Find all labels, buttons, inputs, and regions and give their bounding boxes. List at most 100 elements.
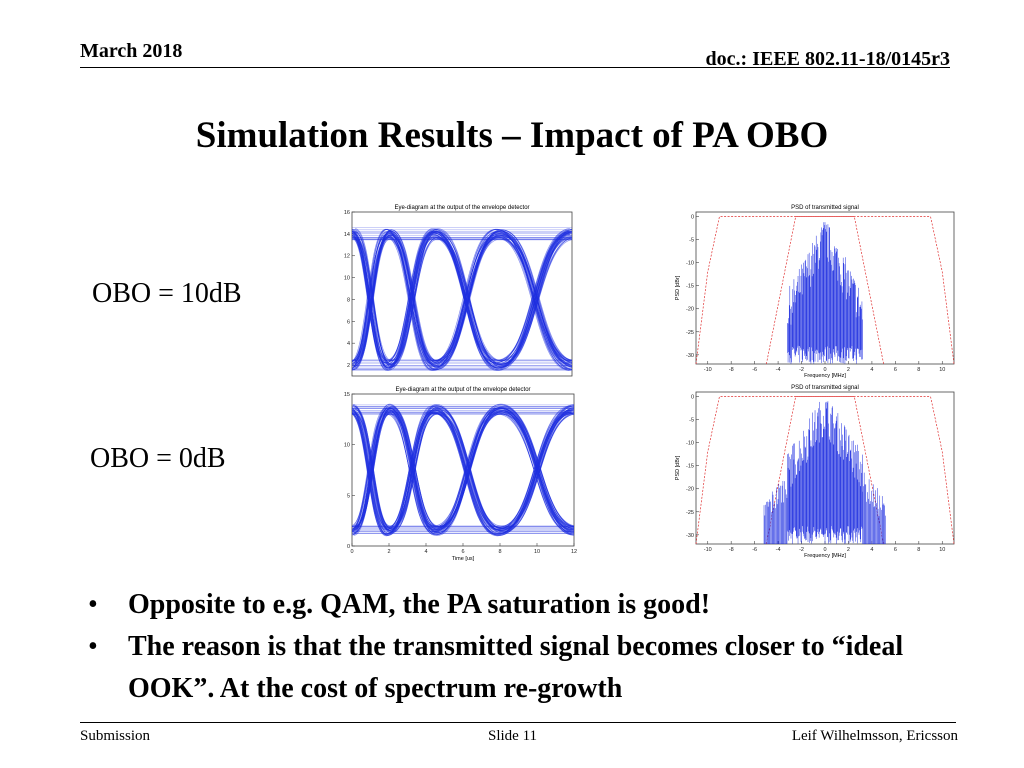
tick-label: 0 [691,395,694,401]
chart-title: PSD of transmitted signal [791,385,859,391]
tick-label: 2 [847,367,850,373]
psd-trace [763,401,886,544]
y-axis-label: PSD [dBr] [675,275,681,300]
eye-diagram-svg: Eye-diagram at the output of the envelop… [344,205,573,377]
tick-label: -8 [729,367,734,373]
tick-label: -5 [689,238,694,244]
tick-label: 6 [894,367,897,373]
eye-diagram-obo-10db: Eye-diagram at the output of the envelop… [338,200,578,380]
eye-trace [354,406,574,527]
chart-title: PSD of transmitted signal [791,205,859,211]
eye-trace [352,405,571,535]
eye-diagram-obo-0db: Eye-diagram at the output of the envelop… [338,384,578,568]
tick-label: 0 [350,549,353,555]
tick-label: -15 [686,464,694,470]
tick-label: 2 [347,363,350,369]
x-axis-label: Frequency [MHz] [804,373,846,378]
bullet-item: • Opposite to e.g. QAM, the PA saturation… [88,589,711,620]
tick-label: 6 [461,549,464,555]
tick-label: 4 [347,341,350,347]
tick-label: -20 [686,307,694,313]
eye-trace [352,232,572,362]
tick-label: 10 [939,547,945,553]
tick-label: 8 [917,547,920,553]
tick-label: 8 [347,297,350,303]
eye-trace [354,407,574,530]
x-axis-label: Frequency [MHz] [804,553,846,559]
eye-trace [352,407,574,534]
spectrum-mask-outer [695,396,955,545]
eye-traces [352,403,574,537]
label-obo-0db: OBO = 0dB [90,443,226,474]
tick-label: 0 [823,367,826,373]
tick-label: 4 [870,547,873,553]
y-axis-label: PSD [dBr] [675,455,681,480]
header-doc-number: doc.: IEEE 802.11-18/0145r3 [705,48,950,70]
tick-label: -10 [704,547,712,553]
eye-trace [352,412,572,537]
tick-label: -15 [686,284,694,290]
spectrum-mask-inner [766,396,884,545]
tick-label: 15 [344,392,350,398]
spectrum-mask-outer [695,216,955,365]
psd-svg: PSD of transmitted signal0-5-10-15-20-25… [675,385,955,559]
tick-label: 2 [847,547,850,553]
tick-label: -20 [686,487,694,493]
tick-label: -8 [729,547,734,553]
chart-title: Eye-diagram at the output of the envelop… [395,387,530,393]
bullet-list: • Opposite to e.g. QAM, the PA saturation… [88,584,988,710]
tick-label: 0 [691,215,694,221]
footer-slide-number: Slide 11 [488,728,538,744]
tick-label: 12 [571,549,577,555]
tick-label: -10 [686,261,694,267]
tick-label: 0 [347,544,350,550]
label-obo-10db: OBO = 10dB [92,278,242,309]
tick-label: 0 [823,547,826,553]
slide-title: Simulation Results – Impact of PA OBO [195,115,829,156]
eye-trace [353,405,574,531]
eye-traces [352,227,572,371]
tick-label: -30 [686,533,694,539]
tick-label: 10 [344,443,350,449]
tick-label: 8 [917,367,920,373]
tick-label: -25 [686,510,694,516]
tick-label: 16 [344,210,350,216]
psd-plot-obo-0db: PSD of transmitted signal 0 -5 -10 -15 -20 -25… [668,384,960,562]
tick-label: -2 [799,367,804,373]
tick-label: 5 [347,493,350,499]
eye-trace [354,231,572,365]
bullet-item: • The reason is that the transmitted sign… [88,631,904,704]
tick-label: 4 [870,367,873,373]
tick-label: 6 [894,547,897,553]
tick-label: -25 [686,330,694,336]
psd-svg: PSD of transmitted signal0-5-10-15-20-25… [675,205,955,378]
footer-rule [80,722,956,723]
tick-label: 2 [387,549,390,555]
chart-title: Eye-diagram at the output of the envelop… [394,205,529,211]
eye-trace [353,229,572,361]
footer-author: Leif Wilhelmsson, Ericsson [791,728,958,744]
tick-label: 14 [344,232,350,238]
footer-submission: Submission [80,728,151,744]
tick-label: -5 [689,418,694,424]
tick-label: -2 [799,547,804,553]
tick-label: -10 [686,441,694,447]
spectrum-mask-inner [766,216,884,365]
tick-label: -4 [776,547,781,553]
tick-label: -30 [686,353,694,359]
tick-label: -4 [776,367,781,373]
tick-label: -6 [752,547,757,553]
tick-label: 8 [498,549,501,555]
tick-label: 4 [424,549,427,555]
psd-trace [787,222,863,364]
tick-label: 10 [939,367,945,373]
header-date: March 2018 [80,40,183,62]
tick-label: 6 [347,319,350,325]
tick-label: 12 [344,254,350,260]
eye-trace [352,413,574,532]
tick-label: 10 [534,549,540,555]
header-rule [80,67,950,68]
eye-trace [353,230,572,371]
tick-label: -10 [704,367,712,373]
eye-trace [353,238,572,361]
